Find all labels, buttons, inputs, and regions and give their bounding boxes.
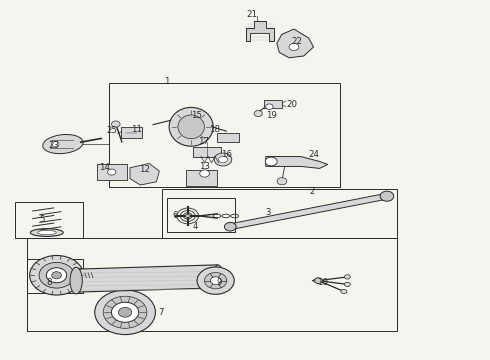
Bar [27, 259, 83, 293]
Bar [162, 189, 397, 238]
Text: 7: 7 [158, 308, 164, 317]
Text: 1: 1 [164, 77, 170, 86]
Text: 10: 10 [317, 278, 328, 287]
Text: 11: 11 [131, 125, 142, 134]
Circle shape [39, 262, 74, 288]
Circle shape [266, 104, 273, 109]
Text: 21: 21 [247, 10, 258, 19]
Circle shape [265, 157, 277, 166]
Polygon shape [130, 163, 159, 185]
Circle shape [200, 170, 210, 177]
Bar [97, 164, 127, 180]
Bar [217, 133, 239, 143]
Polygon shape [245, 21, 274, 41]
Circle shape [47, 268, 67, 283]
Polygon shape [229, 193, 388, 230]
Text: 17: 17 [198, 137, 209, 146]
Text: 9: 9 [217, 278, 222, 287]
Text: 3: 3 [266, 208, 271, 217]
Circle shape [119, 307, 132, 317]
Ellipse shape [178, 115, 204, 139]
Circle shape [289, 44, 299, 51]
Circle shape [185, 214, 190, 218]
Polygon shape [76, 265, 218, 292]
Ellipse shape [43, 135, 83, 154]
Text: 13: 13 [199, 162, 210, 171]
Text: 24: 24 [308, 150, 319, 159]
Ellipse shape [213, 265, 223, 292]
Text: 4: 4 [193, 222, 198, 231]
Bar [193, 147, 221, 157]
Circle shape [315, 278, 322, 284]
Circle shape [344, 275, 350, 279]
Text: 5: 5 [39, 215, 45, 224]
Bar [121, 127, 142, 138]
Circle shape [51, 141, 59, 147]
Ellipse shape [169, 107, 213, 146]
Text: 16: 16 [221, 150, 232, 159]
Circle shape [95, 290, 155, 334]
Circle shape [52, 272, 61, 279]
Bar [27, 238, 397, 331]
Circle shape [108, 169, 116, 175]
Bar [167, 198, 235, 232]
Circle shape [344, 282, 350, 287]
Circle shape [204, 273, 227, 289]
Text: 12: 12 [139, 166, 150, 175]
Text: 22: 22 [291, 37, 302, 46]
Circle shape [224, 222, 236, 231]
Text: 20: 20 [286, 100, 297, 109]
Ellipse shape [30, 229, 63, 237]
Text: 18: 18 [209, 125, 220, 134]
Circle shape [197, 267, 234, 294]
Circle shape [214, 153, 232, 166]
Text: 15: 15 [191, 111, 201, 120]
Ellipse shape [70, 267, 82, 294]
Circle shape [277, 178, 287, 185]
Circle shape [341, 289, 347, 294]
Circle shape [29, 256, 83, 295]
Bar [186, 170, 217, 186]
Circle shape [112, 121, 120, 127]
Text: 8: 8 [47, 278, 52, 287]
Circle shape [103, 296, 147, 328]
Text: 14: 14 [99, 163, 110, 172]
Bar [264, 100, 282, 108]
Polygon shape [277, 29, 314, 58]
Circle shape [210, 277, 221, 284]
Bar [109, 83, 341, 187]
Circle shape [254, 111, 262, 117]
Circle shape [111, 302, 139, 322]
Text: 2: 2 [310, 187, 315, 196]
Bar [15, 202, 83, 238]
Circle shape [219, 156, 227, 163]
Ellipse shape [37, 230, 56, 235]
Text: 19: 19 [267, 111, 277, 120]
Circle shape [380, 191, 394, 201]
Polygon shape [266, 157, 328, 168]
Text: 25: 25 [106, 126, 118, 135]
Text: 23: 23 [49, 141, 60, 150]
Text: 6: 6 [173, 211, 178, 220]
